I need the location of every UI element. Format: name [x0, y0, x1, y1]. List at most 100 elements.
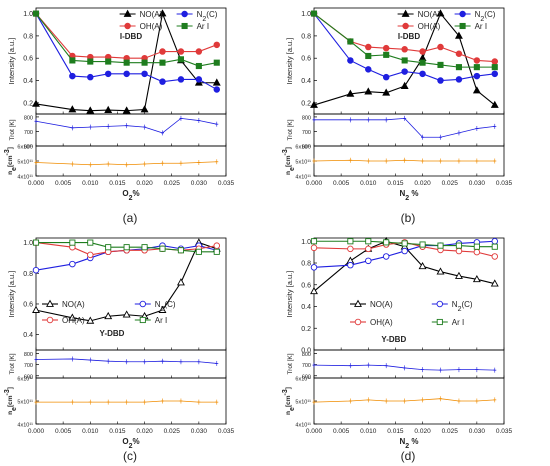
- trot-ylabel: Trot [K]: [9, 119, 16, 140]
- legend-marker-OH(A): [124, 22, 131, 30]
- data-point-Ar I: [105, 244, 112, 251]
- data-point-OH(A): [382, 44, 390, 52]
- intensity-ylabel: Intensity [a.u.]: [7, 271, 16, 318]
- x-tick-label: 0.030: [469, 428, 486, 435]
- y-tick-label: 600: [302, 145, 311, 151]
- y-tick-label: 0.8: [301, 261, 311, 268]
- data-point-NO(A): [68, 105, 77, 113]
- data-point-Ar I: [419, 241, 426, 248]
- trot-ylabel: Trot [K]: [287, 353, 294, 374]
- data-point-OH(A): [87, 251, 94, 259]
- data-point-Ar I: [383, 239, 390, 246]
- data-point-N2(C): [491, 238, 499, 245]
- y-tick-label: 1.0: [301, 239, 311, 246]
- intensity-subplot: 0.2 0.4 0.6 0.8 1.0 Intensity [a.u.]: [285, 7, 505, 115]
- x-tick-label: 0.020: [414, 180, 431, 187]
- data-point-NO(A): [158, 9, 167, 17]
- legend: NO(A) N2(C) OH(A) Ar I Y-DBD: [350, 299, 473, 344]
- data-point-OH(A): [419, 48, 426, 55]
- data-point-NO(A): [140, 105, 149, 113]
- x-tick-label: 0.020: [414, 428, 431, 435]
- data-point-NO(A): [104, 311, 113, 320]
- data-point-NO(A): [32, 305, 40, 313]
- legend-marker-N2(C): [181, 10, 188, 18]
- x-tick-label: 0.025: [442, 428, 459, 435]
- data-point-Ar I: [455, 64, 462, 71]
- data-point-Ar I: [491, 243, 498, 250]
- legend-marker-OH(A): [46, 316, 54, 324]
- data-point-OH(A): [473, 248, 481, 256]
- data-point-N2(C): [159, 78, 166, 85]
- series-line-Ar I: [36, 242, 217, 253]
- data-point-Ar I: [32, 239, 40, 246]
- x-tick-label: 0.010: [360, 180, 377, 187]
- ne-subplot: 4x10¹¹ 5x10¹¹ 6x10¹¹ 0.000 0.005 0.010 0.015 0.…: [4, 145, 235, 188]
- data-point-OH(A): [437, 43, 444, 51]
- ne-ylabel: ne[cm-3]: [4, 387, 18, 415]
- data-point-N2(C): [310, 264, 318, 271]
- series-line-NO(A): [35, 11, 217, 112]
- data-point-NO(A): [212, 78, 221, 86]
- ne-line: [313, 398, 495, 403]
- x-axis-label: N2 %: [399, 437, 418, 450]
- x-tick-label: 0.000: [28, 428, 45, 435]
- legend: NO(A) N2(C) OH(A) Ar I Y-DBD: [42, 299, 176, 338]
- data-point-Ar I: [491, 64, 498, 71]
- y-tick-label: 700: [302, 130, 311, 136]
- y-tick-label: 5x10¹¹: [295, 400, 311, 406]
- data-point-N2(C): [455, 76, 463, 83]
- y-tick-label: 800: [302, 115, 311, 121]
- data-point-N2(C): [87, 73, 94, 81]
- x-tick-label: 0.025: [164, 428, 181, 435]
- legend-label-NO(A): NO(A): [418, 10, 441, 19]
- data-point-Ar I: [383, 51, 390, 58]
- y-tick-label: 0.2: [301, 100, 311, 107]
- data-point-NO(A): [364, 87, 373, 95]
- data-point-NO(A): [86, 106, 95, 114]
- data-point-N2(C): [32, 266, 40, 274]
- intensity-subplot: 0.4 0.6 0.8 1.0 Intensity [a.u.]: [7, 237, 227, 351]
- y-tick-label: 6x10¹¹: [17, 377, 33, 383]
- y-tick-label: 800: [24, 352, 33, 358]
- ne-subplot: 4x10¹¹ 5x10¹¹ 6x10¹¹ 0.000 0.005 0.010 0.015 0.…: [282, 145, 513, 188]
- trot-line: [314, 117, 495, 138]
- data-point-Ar I: [213, 248, 220, 255]
- y-tick-label: 0.4: [23, 332, 33, 339]
- data-point-NO(A): [490, 100, 499, 108]
- x-tick-label: 0.005: [55, 428, 72, 435]
- data-point-Ar I: [455, 242, 462, 249]
- data-point-N2(C): [195, 76, 203, 83]
- intensity-ylabel: Intensity [a.u.]: [285, 271, 294, 318]
- plasma-label: I-DBD: [120, 32, 142, 41]
- trot-line: [35, 117, 217, 134]
- intensity-ylabel: Intensity [a.u.]: [285, 38, 294, 85]
- x-tick-label: 0.010: [82, 180, 99, 187]
- y-tick-label: 0.8: [23, 33, 33, 40]
- data-point-NO(A): [400, 81, 409, 89]
- y-tick-label: 6x10¹¹: [17, 145, 33, 151]
- data-point-NO(A): [490, 279, 499, 287]
- legend-marker-NO(A): [46, 299, 54, 307]
- legend-marker-Ar I: [139, 316, 146, 324]
- data-point-Ar I: [310, 238, 318, 245]
- ne-ylabel: ne[cm-3]: [282, 387, 296, 415]
- series-line-N2(C): [35, 13, 218, 90]
- y-tick-label: 0.0: [301, 348, 311, 355]
- data-point-OH(A): [177, 48, 185, 55]
- y-tick-label: 0.2: [301, 326, 311, 333]
- panel-label-a: (a): [123, 211, 138, 225]
- y-tick-label: 800: [24, 115, 33, 121]
- series-line-OH(A): [35, 13, 217, 59]
- x-tick-label: 0.020: [136, 428, 153, 435]
- legend-marker-N2(C): [459, 10, 466, 18]
- data-point-Ar I: [310, 10, 318, 17]
- x-axis-label: O2%: [122, 437, 139, 450]
- data-point-Ar I: [401, 57, 408, 64]
- data-point-N2(C): [473, 72, 481, 80]
- data-point-Ar I: [141, 59, 148, 66]
- panels: 0.2 0.4 0.6 0.8 1.0 Intensity [a.u.] 600 700 800…: [4, 7, 513, 450]
- y-tick-label: 0.8: [301, 33, 311, 40]
- legend-label-NO(A): NO(A): [140, 10, 163, 19]
- legend-label-N2(C): N2(C): [197, 10, 218, 23]
- y-tick-label: 5x10¹¹: [17, 400, 33, 406]
